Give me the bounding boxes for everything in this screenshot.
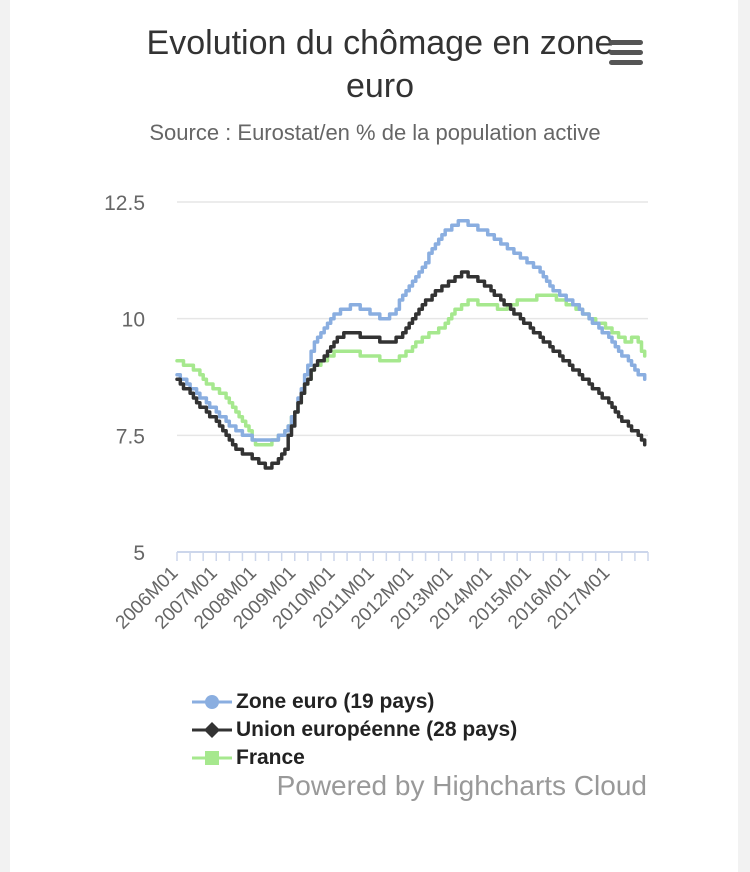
credits-link[interactable]: Powered by Highcharts Cloud bbox=[276, 770, 647, 801]
legend: Zone euro (19 pays) Union européenne (28… bbox=[190, 688, 610, 772]
menu-bar bbox=[609, 60, 643, 65]
menu-bar bbox=[609, 50, 643, 55]
series-line-diamond[interactable] bbox=[175, 270, 647, 470]
legend-item-union-europeenne[interactable]: Union européenne (28 pays) bbox=[190, 716, 610, 744]
series-line-circle[interactable] bbox=[175, 218, 647, 442]
x-axis: 2006M012007M012008M012009M012010M012011M… bbox=[112, 551, 649, 634]
menu-bar bbox=[609, 40, 643, 45]
diamond-marker-icon bbox=[192, 722, 232, 738]
circle-marker-icon bbox=[192, 695, 232, 709]
legend-item-france[interactable]: France bbox=[190, 744, 610, 772]
series-lines bbox=[175, 218, 647, 470]
chart-title: Evolution du chômage en zone euro bbox=[146, 24, 614, 105]
chart-subtitle: Source : Eurostat/en % de la population … bbox=[149, 120, 601, 145]
y-tick-label: 5 bbox=[133, 542, 145, 565]
hamburger-menu-icon[interactable] bbox=[607, 38, 645, 68]
series-line-square[interactable] bbox=[175, 293, 647, 447]
y-tick-label: 12.5 bbox=[104, 192, 145, 215]
legend-label: France bbox=[236, 746, 305, 769]
legend-label: Union européenne (28 pays) bbox=[236, 718, 518, 741]
legend-label: Zone euro (19 pays) bbox=[236, 690, 435, 713]
y-tick-label: 7.5 bbox=[116, 425, 145, 448]
y-axis-labels: 5 7.5 10 12.5 bbox=[104, 192, 145, 565]
legend-item-zone-euro[interactable]: Zone euro (19 pays) bbox=[190, 688, 610, 716]
square-marker-icon bbox=[192, 751, 232, 765]
y-tick-label: 10 bbox=[122, 309, 145, 332]
